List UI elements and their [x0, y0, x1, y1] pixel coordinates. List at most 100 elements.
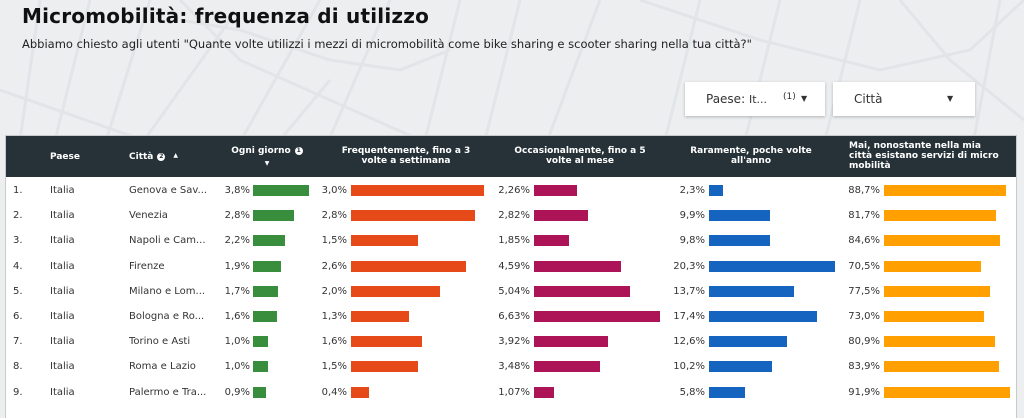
bar-mai	[884, 235, 1000, 247]
bar-occ	[534, 361, 601, 373]
cell-citta: Firenze	[129, 260, 165, 272]
bar-rar	[709, 311, 817, 322]
bar-mai	[884, 260, 981, 272]
cell-freq-value: 3,0%	[321, 185, 347, 196]
bar-freq	[351, 311, 409, 322]
bar-ogni	[253, 311, 277, 322]
page-title: Micromobilità: frequenza di utilizzo	[22, 4, 430, 28]
cell-paese: Italia	[50, 361, 75, 373]
bar-rar	[709, 235, 770, 247]
bar-mai	[884, 361, 1000, 373]
table-row[interactable]: 7. Italia Torino e Asti 1,0% 1,6% 3,92% 12,6% 8…	[6, 330, 1016, 355]
bar-ogni	[253, 361, 268, 373]
cell-citta: Genova e Sav...	[129, 185, 208, 196]
cell-paese: Italia	[50, 386, 75, 398]
citta-filter-dropdown[interactable]: Città ▼	[833, 82, 975, 116]
row-rank: 2.	[13, 210, 23, 222]
table-row[interactable]: 3. Italia Napoli e Cam... 2,2% 1,5% 1,85% 9,8%…	[6, 229, 1016, 254]
info-icon[interactable]: 1	[294, 147, 303, 155]
cell-citta: Roma e Lazio	[129, 361, 196, 373]
cell-mai-value: 88,7%	[848, 185, 880, 196]
table-row[interactable]: 2. Italia Venezia 2,8% 2,8% 2,82% 9,9% 81,7%	[6, 204, 1016, 229]
column-header-citta[interactable]: Città 2 ▲	[129, 152, 178, 162]
cell-mai-value: 91,9%	[848, 386, 880, 398]
row-rank: 8.	[13, 361, 23, 373]
column-header-mai[interactable]: Mai, nonostante nella mia città esistano…	[849, 141, 999, 171]
bar-rar	[709, 210, 771, 222]
cell-mai-value: 81,7%	[848, 210, 880, 222]
cell-rar-value: 13,7%	[673, 285, 705, 297]
info-icon[interactable]: 2	[157, 153, 166, 161]
cell-freq-value: 1,3%	[321, 311, 347, 322]
cell-occ-value: 1,07%	[498, 386, 530, 398]
table-row[interactable]: 4. Italia Firenze 1,9% 2,6% 4,59% 20,3% 70,5%	[6, 255, 1016, 280]
cell-rar-value: 2,3%	[679, 185, 705, 196]
bar-ogni	[253, 185, 309, 196]
bar-rar	[709, 361, 773, 373]
row-rank: 5.	[13, 285, 23, 297]
page-subtitle: Abbiamo chiesto agli utenti "Quante volt…	[22, 37, 752, 51]
table-row[interactable]: 8. Italia Roma e Lazio 1,0% 1,5% 3,48% 10,2% 83…	[6, 355, 1016, 380]
cell-rar-value: 9,8%	[679, 235, 705, 247]
bar-occ	[534, 311, 660, 322]
bar-mai	[884, 336, 995, 348]
row-rank: 3.	[13, 235, 23, 247]
table-row[interactable]: 1. Italia Genova e Sav... 3,8% 3,0% 2,26% 2,3%…	[6, 179, 1016, 204]
paese-filter-count: (1)	[783, 92, 796, 102]
column-header-ogni-giorno[interactable]: Ogni giorno 1 ▼	[222, 146, 312, 167]
table-row[interactable]: 9. Italia Palermo e Tra... 0,9% 0,4% 1,07% 5,8…	[6, 381, 1016, 406]
paese-filter-label: Paese:	[706, 92, 746, 106]
cell-freq-value: 2,8%	[321, 210, 347, 222]
column-header-paese[interactable]: Paese	[50, 152, 80, 162]
cell-rar-value: 5,8%	[679, 386, 705, 398]
bar-occ	[534, 285, 630, 297]
bar-occ	[534, 185, 577, 196]
bar-freq	[351, 361, 418, 373]
column-header-raramente[interactable]: Raramente, poche volte all'anno	[690, 146, 812, 166]
table-row[interactable]: 5. Italia Milano e Lom... 1,7% 2,0% 5,04% 13,7…	[6, 280, 1016, 305]
paese-filter-dropdown[interactable]: Paese: It... (1) ▼	[685, 82, 825, 116]
cell-ogni-value: 1,0%	[224, 361, 250, 373]
bar-freq	[351, 336, 422, 348]
bar-occ	[534, 336, 609, 348]
bar-rar	[709, 185, 724, 196]
cell-paese: Italia	[50, 210, 75, 222]
column-header-frequentemente[interactable]: Frequentemente, fino a 3 volte a settima…	[341, 146, 471, 166]
cell-freq-value: 1,5%	[321, 235, 347, 247]
cell-ogni-value: 3,8%	[224, 185, 250, 196]
cell-rar-value: 17,4%	[673, 311, 705, 322]
bar-freq	[351, 386, 369, 398]
bar-freq	[351, 285, 440, 297]
row-rank: 4.	[13, 260, 23, 272]
cell-paese: Italia	[50, 285, 75, 297]
cell-citta: Napoli e Cam...	[129, 235, 206, 247]
cell-citta: Palermo e Tra...	[129, 386, 207, 398]
cell-occ-value: 1,85%	[498, 235, 530, 247]
sort-ascending-icon[interactable]: ▲	[173, 152, 178, 159]
cell-ogni-value: 2,8%	[224, 210, 250, 222]
table-row[interactable]: 6. Italia Bologna e Ro... 1,6% 1,3% 6,63% 17,4…	[6, 305, 1016, 330]
caret-down-icon: ▼	[947, 94, 954, 103]
cell-ogni-value: 2,2%	[224, 235, 250, 247]
cell-mai-value: 70,5%	[848, 260, 880, 272]
bar-rar	[709, 386, 745, 398]
bar-mai	[884, 285, 991, 297]
bar-rar	[709, 336, 788, 348]
column-header-occasionalmente[interactable]: Occasionalmente, fino a 5 volte al mese	[514, 146, 646, 166]
bar-occ	[534, 386, 555, 398]
cell-mai-value: 83,9%	[848, 361, 880, 373]
bar-mai	[884, 311, 985, 322]
cell-occ-value: 2,26%	[498, 185, 530, 196]
cell-mai-value: 73,0%	[848, 311, 880, 322]
bar-ogni	[253, 386, 267, 398]
bar-freq	[351, 185, 484, 196]
sort-descending-icon[interactable]: ▼	[264, 160, 270, 167]
cell-paese: Italia	[50, 260, 75, 272]
cell-freq-value: 2,6%	[321, 260, 347, 272]
cell-paese: Italia	[50, 185, 75, 196]
bar-rar	[709, 285, 795, 297]
bar-ogni	[253, 210, 295, 222]
frequency-table: Paese Città 2 ▲ Ogni giorno 1 ▼ Frequenteme…	[5, 135, 1017, 418]
cell-ogni-value: 1,6%	[224, 311, 250, 322]
